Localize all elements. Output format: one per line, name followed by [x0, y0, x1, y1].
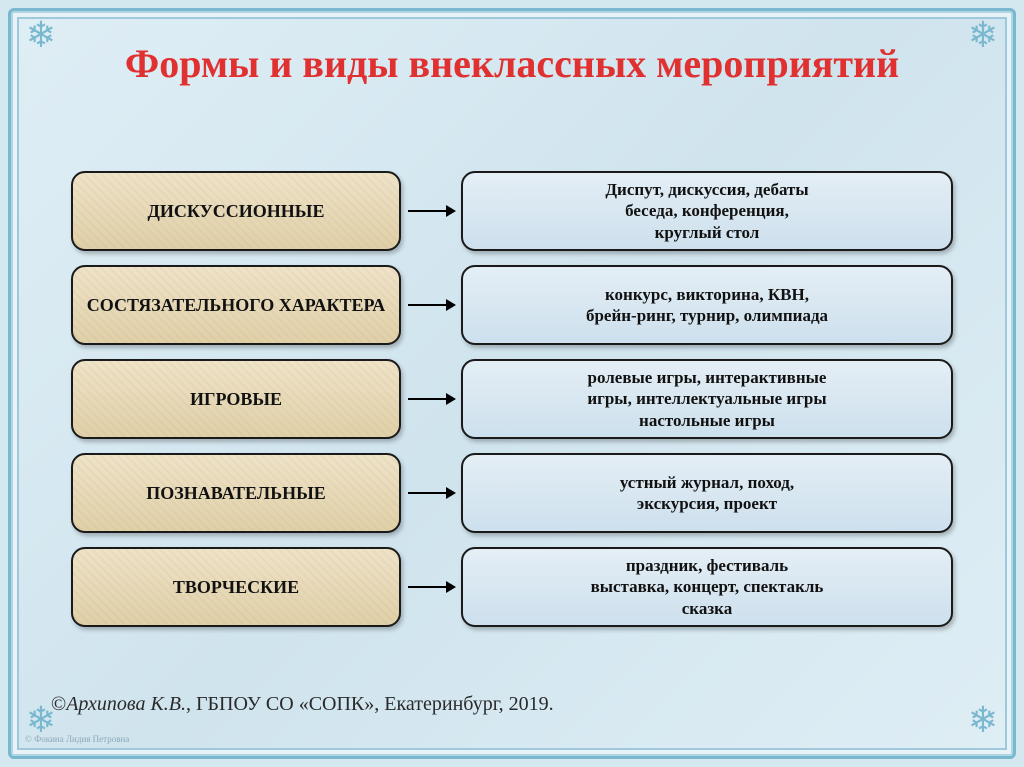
template-credit: © Фокина Лидия Петровна — [25, 734, 129, 744]
examples-box: ролевые игры, интерактивные игры, интелл… — [461, 359, 953, 439]
category-box: ДИСКУССИОННЫЕ — [71, 171, 401, 251]
copyright-symbol: © — [51, 693, 66, 715]
corner-ornament-tl: ❄ — [17, 17, 65, 65]
footer-author: Архипова К.В. — [66, 693, 186, 715]
footer-rest: , ГБПОУ СО «СОПК», Екатеринбург, 2019. — [186, 693, 554, 715]
examples-box: праздник, фестиваль выставка, концерт, с… — [461, 547, 953, 627]
category-column: ДИСКУССИОННЫЕ СОСТЯЗАТЕЛЬНОГО ХАРАКТЕРА … — [71, 171, 401, 676]
category-box: ИГРОВЫЕ — [71, 359, 401, 439]
category-box: СОСТЯЗАТЕЛЬНОГО ХАРАКТЕРА — [71, 265, 401, 345]
slide-title: Формы и виды внеклассных мероприятий — [11, 11, 1013, 97]
corner-ornament-tr: ❄ — [959, 17, 1007, 65]
examples-box: Диспут, дискуссия, дебаты беседа, конфер… — [461, 171, 953, 251]
category-box: ПОЗНАВАТЕЛЬНЫЕ — [71, 453, 401, 533]
arrow-icon — [406, 171, 456, 251]
arrow-column — [401, 171, 461, 676]
corner-ornament-br: ❄ — [959, 702, 1007, 750]
examples-box: конкурс, викторина, КВН, брейн-ринг, тур… — [461, 265, 953, 345]
arrow-icon — [406, 547, 456, 627]
examples-column: Диспут, дискуссия, дебаты беседа, конфер… — [461, 171, 953, 676]
arrow-icon — [406, 453, 456, 533]
arrow-icon — [406, 265, 456, 345]
examples-box: устный журнал, поход, экскурсия, проект — [461, 453, 953, 533]
category-box: ТВОРЧЕСКИЕ — [71, 547, 401, 627]
arrow-icon — [406, 359, 456, 439]
slide-frame: ❄ ❄ ❄ ❄ Формы и виды внеклассных меропри… — [8, 8, 1016, 759]
diagram: ДИСКУССИОННЫЕ СОСТЯЗАТЕЛЬНОГО ХАРАКТЕРА … — [71, 171, 953, 676]
footer-credit: ©Архипова К.В., ГБПОУ СО «СОПК», Екатери… — [51, 693, 554, 716]
